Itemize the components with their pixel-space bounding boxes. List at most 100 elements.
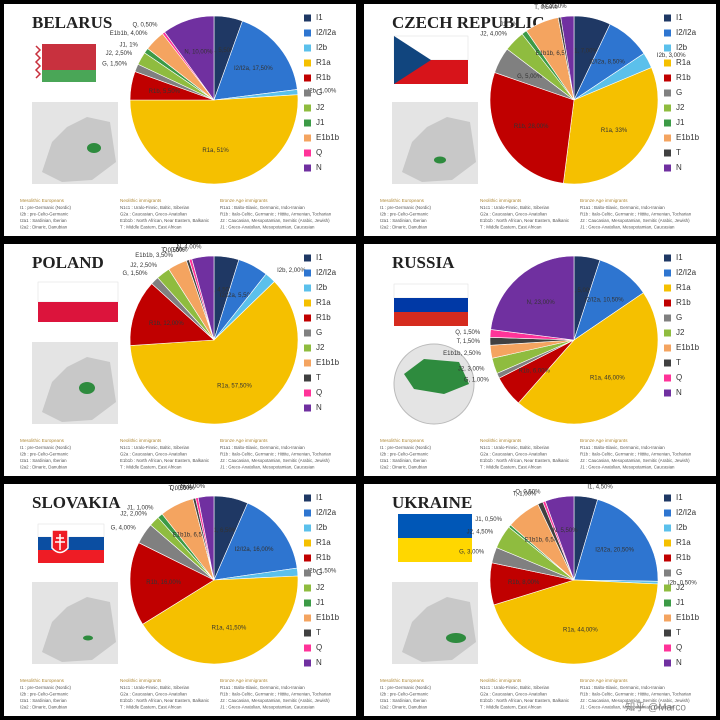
legend-swatch [664,344,671,352]
footnote-line: I1 : pre-Germanic (Nordic) [20,445,72,450]
flag [34,44,96,82]
legend-swatch [664,134,671,142]
map [392,582,478,664]
footnote-heading: Bronze Age immigrants [580,198,628,203]
data-label: I1, 7,00% [572,48,598,54]
data-label: I1, 5,00% [569,288,595,294]
footnote-heading: Neolithic immigrants [480,438,522,443]
legend-swatch [304,404,311,412]
footnote-line: J1 : Greco-Anatolian, Mesopotamian, Cauc… [580,465,675,470]
data-label: Q, 1,50% [455,330,481,336]
footnote-line: J1 : Greco-Anatolian, Mesopotamian, Cauc… [220,465,315,470]
legend-label: Q [316,388,322,397]
data-label: J2, 3,00% [458,367,485,373]
footnote-line: R1b : Italo-Celtic, Germanic ; Hittite, … [220,452,332,457]
legend-swatch [304,119,311,127]
pie-slice [490,255,575,341]
legend-label: N [676,388,682,397]
footnote-line: E1b1b : North African, Near Eastern, Bal… [120,458,210,463]
footnote-heading: Neolithic immigrants [120,678,162,683]
footnote-line: I2a2 : Dinaric, Danubian [380,465,428,470]
data-label: I2/I2a, 8,50% [589,59,625,65]
footnote-line: R1b : Italo-Celtic, Germanic ; Hittite, … [220,212,332,217]
legend-swatch [304,539,311,547]
data-label: R1b, 12,00% [149,321,184,327]
legend-label: J1 [676,598,685,607]
pie-slice [493,579,659,665]
legend-label: R1a [316,58,331,67]
data-label: J2, 2,50% [106,51,133,57]
legend-swatch [304,494,311,502]
footnote-line: R1b : Italo-Celtic, Germanic ; Hittite, … [580,692,692,697]
legend-swatch [664,14,671,22]
data-label: T, 0,50% [168,486,192,492]
legend-label: T [316,373,321,382]
data-label: R1a, 46,00% [590,375,625,381]
data-label: J1, 1% [500,22,519,28]
data-label: R1b, 5,50% [149,89,181,95]
legend-swatch [664,329,671,337]
pie-slice [129,542,215,625]
map [32,342,118,424]
legend-label: I1 [316,253,323,262]
legend-swatch [664,119,671,127]
data-label: I2b, 3,00% [657,53,686,59]
chart-title: UKRAINE [392,493,472,512]
footnote-heading: Neolithic immigrants [480,678,522,683]
legend-swatch [304,374,311,382]
footnote-line: I1 : pre-Germanic (Nordic) [380,445,432,450]
legend-label: G [676,568,682,577]
legend-label: N [316,658,322,667]
footnote-line: T : Middle Eastern, East African [120,705,182,710]
footnote-heading: Mesolithic Europeans [380,438,425,443]
data-label: J1, 1% [120,42,139,48]
data-label: G, 4,00% [111,525,137,531]
legend-swatch [664,149,671,157]
data-label: Q, 0,50% [163,247,189,253]
legend-label: I2b [316,523,328,532]
footnote-heading: Bronze Age immigrants [220,438,268,443]
data-label: G, 5,00% [517,74,543,80]
legend-label: J2 [676,103,685,112]
data-label: I2/I2a, 16,00% [235,547,274,553]
legend-label: J1 [316,118,325,127]
data-label: G, 1,50% [102,62,128,68]
legend-label: I1 [316,493,323,502]
legend-label: J1 [316,598,325,607]
legend-swatch [664,389,671,397]
footnote-line: T : Middle Eastern, East African [480,705,542,710]
footnote-line: I2a1 : Sardinian, Iberian [380,698,427,703]
legend-swatch [304,74,311,82]
footnote-line: J1 : Greco-Anatolian, Mesopotamian, Cauc… [220,705,315,710]
legend-label: E1b1b [316,133,340,142]
legend-label: G [316,328,322,337]
footnote-line: I2a2 : Dinaric, Danubian [380,225,428,230]
legend-swatch [304,509,311,517]
legend-swatch [304,659,311,667]
legend-swatch [664,44,671,52]
pie-slice [518,292,659,425]
legend-label: E1b1b [676,613,700,622]
legend-swatch [304,284,311,292]
data-label: I2b, 1,50% [308,569,337,575]
footnote-heading: Mesolithic Europeans [20,438,65,443]
footnote-line: N1c1 : Uralo-Finnic, Baltic, Siberian [120,685,190,690]
footnote-line: R1b : Italo-Celtic, Germanic ; Hittite, … [220,692,332,697]
footnote-heading: Mesolithic Europeans [20,198,65,203]
footnote-line: E1b1b : North African, Near Eastern, Bal… [120,218,210,223]
panel: POLAND I1, 4,50%I2/I2a, 5,50% I2b, 2,00% R1… [4,244,356,476]
legend-swatch [664,104,671,112]
footnote-heading: Neolithic immigrants [120,198,162,203]
footnote-line: N1c1 : Uralo-Finnic, Baltic, Siberian [480,445,550,450]
data-label: I1, 6,50% [212,528,238,534]
footnote-line: R1b : Italo-Celtic, Germanic ; Hittite, … [580,212,692,217]
footnote-line: T : Middle Eastern, East African [480,465,542,470]
footnote-line: I2b : pre-Celto-Germanic [20,692,69,697]
legend-label: Q [316,148,322,157]
legend-label: J1 [676,118,685,127]
legend-swatch [304,299,311,307]
legend-swatch [664,614,671,622]
data-label: I2/I2a, 20,50% [595,548,634,554]
legend-label: I2/I2a [316,28,337,37]
footnote-heading: Bronze Age immigrants [580,678,628,683]
